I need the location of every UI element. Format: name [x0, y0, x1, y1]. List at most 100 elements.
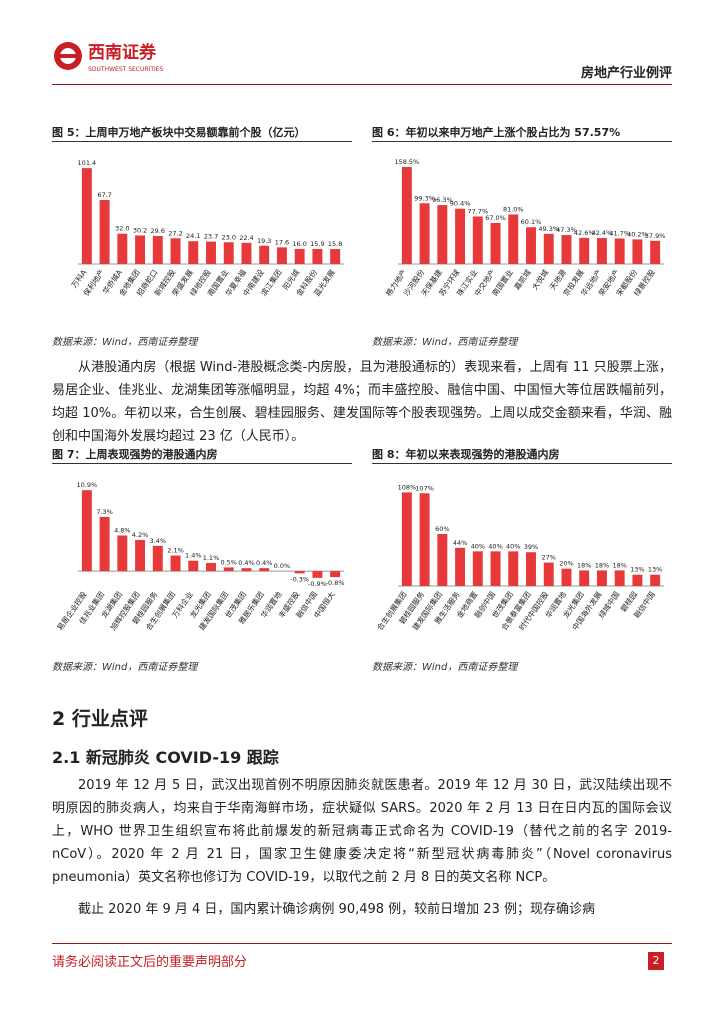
footer-rule: [52, 943, 672, 944]
chart: 格力地产158.5%沙河股份99.3%天保基建96.3%苏宁环球90.4%珠江实…: [383, 158, 666, 298]
chart: 合生创展集团108%碧桂园服务107%建发国际集团60%雅生活服务44%金地商置…: [375, 483, 664, 632]
bar: [117, 535, 128, 572]
bar: [188, 241, 199, 264]
data-label: 42.4%: [592, 229, 613, 237]
figure-source: 数据来源：Wind，西南证券整理: [372, 662, 518, 673]
report-type: 房地产行业例评: [580, 66, 672, 81]
data-label: 16.0: [292, 240, 306, 248]
bar: [152, 545, 163, 572]
data-label: 108%: [398, 483, 417, 491]
bar: [543, 562, 554, 586]
bar: [330, 571, 341, 578]
x-tick-label: 大悦城: [529, 267, 550, 292]
bar: [135, 539, 146, 572]
data-label: 19.3: [257, 237, 271, 245]
data-label: 0.4%: [256, 559, 273, 567]
bar: [579, 570, 590, 586]
data-label: 60%: [435, 525, 449, 533]
figure-rule: [372, 463, 672, 464]
data-label: 3.4%: [150, 537, 167, 545]
data-label: 4.8%: [114, 526, 131, 534]
x-tick-label: 嘉凯城: [512, 267, 533, 292]
data-label: 23.0: [221, 233, 235, 241]
bar: [614, 238, 625, 264]
bar: [472, 551, 483, 586]
bar: [437, 205, 448, 264]
paragraph: 从港股通内房（根据 Wind-港股概念类-内房股，且为港股通标的）表现来看，上周…: [52, 360, 672, 444]
data-label: 0.0%: [274, 562, 291, 570]
data-label: 39%: [524, 543, 538, 551]
figure-rule: [52, 141, 352, 142]
data-label: 41.7%: [609, 229, 630, 237]
bar: [312, 571, 323, 578]
bar: [206, 562, 216, 572]
bar: [650, 574, 661, 586]
data-label: 27%: [542, 554, 556, 562]
bar: [223, 242, 234, 264]
bar: [99, 516, 110, 572]
bar: [312, 248, 323, 264]
bar: [117, 233, 128, 264]
data-label: 17.6: [275, 238, 289, 246]
logo: 西南证券 SOUTHWEST SECURITIES: [54, 42, 164, 73]
data-label: 40%: [488, 542, 502, 550]
bar: [526, 227, 536, 264]
bar: [455, 208, 466, 264]
data-label: 96.3%: [432, 196, 453, 204]
data-label: 47.3%: [556, 226, 577, 234]
bar: [596, 238, 607, 264]
figure-rule: [52, 463, 352, 464]
figure-title: 图 7：上周表现强势的港股通内房: [52, 448, 218, 461]
bar: [401, 167, 412, 264]
figure-source: 数据来源：Wind，西南证券整理: [52, 662, 198, 673]
bar: [401, 492, 412, 586]
bar: [294, 571, 305, 574]
data-label: 101.4: [78, 159, 97, 167]
data-label: 90.4%: [450, 200, 471, 208]
data-label: 18%: [577, 561, 591, 569]
data-label: 40%: [471, 542, 485, 550]
bar: [188, 560, 199, 572]
bar: [508, 214, 519, 264]
data-label: -0.3%: [290, 575, 309, 583]
data-label: 99.3%: [414, 194, 435, 202]
bar: [543, 233, 554, 264]
data-label: 4.2%: [132, 531, 149, 539]
bar: [472, 216, 483, 264]
data-label: 22.4: [239, 234, 253, 242]
bar: [99, 199, 110, 264]
data-label: 18%: [612, 561, 626, 569]
data-label: 13%: [648, 566, 662, 574]
bar: [419, 493, 430, 586]
bar: [614, 570, 625, 586]
bar: [241, 242, 252, 264]
figure-source: 数据来源：Wind，西南证券整理: [52, 337, 198, 348]
data-label: 60.1%: [521, 218, 542, 226]
data-label: -0.8%: [326, 579, 345, 587]
data-label: 49.3%: [538, 225, 559, 233]
bar: [490, 551, 501, 586]
data-label: 81.0%: [503, 205, 524, 213]
paragraph: 截止 2020 年 9 月 4 日，国内累计确诊病例 90,498 例，较前日增…: [78, 902, 595, 917]
page-number: 2: [648, 952, 664, 970]
data-label: 0.4%: [238, 559, 255, 567]
data-label: 37.9%: [645, 232, 666, 240]
data-label: 20%: [559, 560, 573, 568]
data-label: 1.4%: [185, 552, 202, 560]
data-label: 29.6: [151, 227, 165, 235]
data-label: 77.7%: [467, 207, 488, 215]
bar: [596, 570, 607, 586]
paragraph: 2019 年 12 月 5 日，武汉出现首例不明原因肺炎就医患者。2019 年 …: [52, 778, 672, 885]
bar: [152, 236, 163, 264]
bar: [490, 223, 501, 264]
figure-source: 数据来源：Wind，西南证券整理: [372, 337, 518, 348]
bar: [135, 235, 146, 264]
bar: [81, 490, 92, 572]
data-label: -0.9%: [308, 580, 327, 588]
figure-title: 图 5：上周申万地产板块中交易额靠前个股（亿元）: [52, 126, 306, 139]
bar: [170, 238, 181, 264]
bar: [419, 203, 430, 264]
bar: [81, 168, 92, 264]
logo-icon: [56, 54, 80, 58]
bar: [259, 568, 270, 572]
